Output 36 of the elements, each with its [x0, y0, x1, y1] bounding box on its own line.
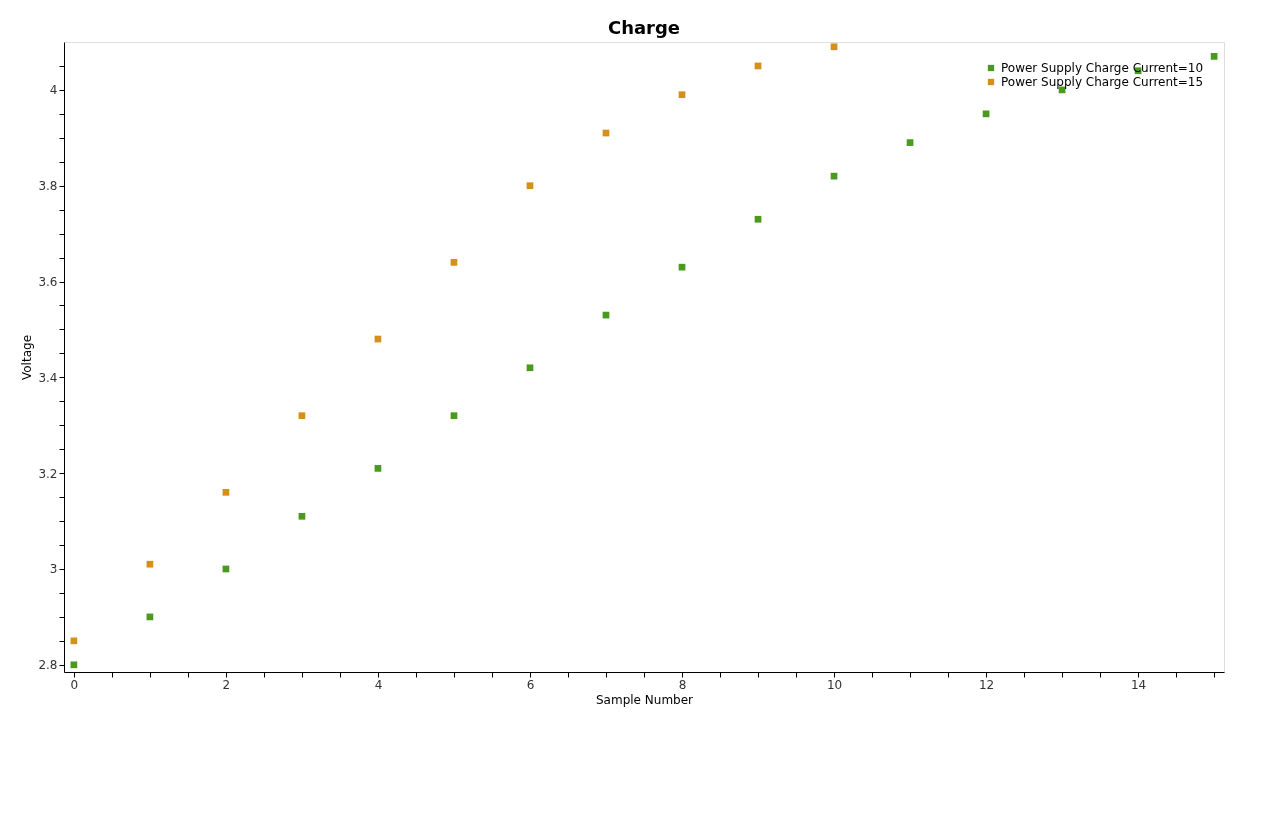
- x-tick-label: 0: [70, 677, 79, 692]
- x-tick-label: 14: [1130, 677, 1147, 692]
- point: [830, 43, 838, 51]
- point: [450, 259, 458, 266]
- x-tick-label: 10: [826, 677, 843, 692]
- point: [146, 560, 154, 568]
- y-tick-label: 3.6: [38, 275, 58, 290]
- point: [526, 364, 534, 372]
- y-tick-label: 4: [49, 83, 58, 98]
- point: [754, 215, 762, 223]
- y-tick-label: 2.8: [38, 658, 58, 673]
- point: [906, 139, 914, 146]
- x-tick-label: 8: [678, 677, 687, 692]
- point: [374, 465, 382, 472]
- point: [298, 412, 306, 420]
- point: [526, 182, 534, 190]
- legend-label: Power Supply Charge Current=10: [1001, 61, 1204, 75]
- point: [678, 263, 686, 271]
- x-tick-label: 4: [374, 677, 383, 692]
- y-tick-label: 3: [49, 562, 58, 577]
- point: [1210, 53, 1218, 60]
- point: [678, 91, 686, 99]
- x-tick-label: 12: [978, 677, 995, 692]
- chart-title: Charge: [607, 17, 681, 38]
- y-axis-title: Voltage: [20, 334, 35, 381]
- y-tick-label: 3.2: [38, 466, 58, 481]
- x-tick-label: 2: [222, 677, 231, 692]
- legend-label: Power Supply Charge Current=15: [1001, 75, 1204, 89]
- x-axis-title: Sample Number: [595, 692, 694, 707]
- point: [70, 661, 78, 669]
- point: [298, 512, 306, 520]
- y-tick-label: 3.8: [38, 179, 58, 194]
- point: [222, 488, 230, 496]
- y-tick-label: 3.4: [38, 370, 58, 385]
- point: [450, 412, 458, 420]
- x-tick-label: 6: [526, 677, 535, 692]
